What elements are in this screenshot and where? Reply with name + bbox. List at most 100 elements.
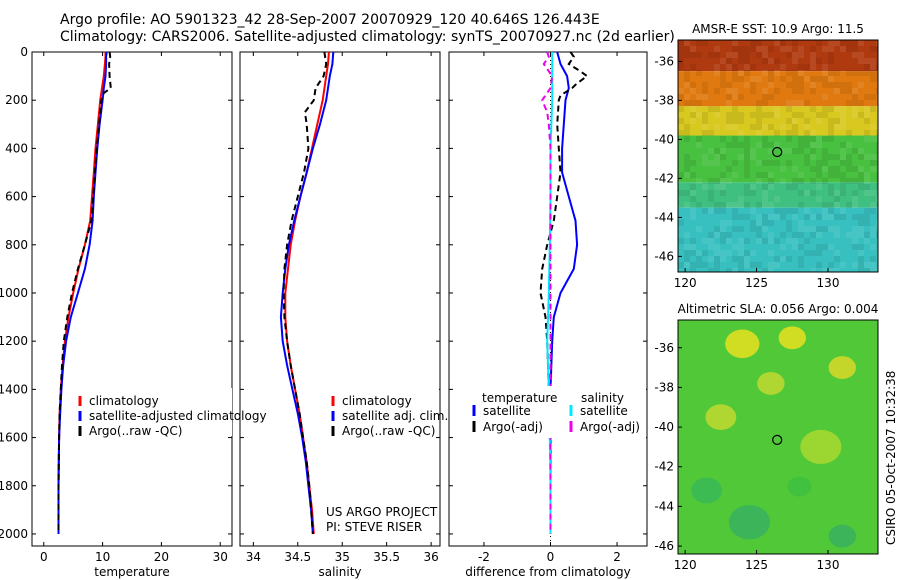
map-texture-cell	[732, 214, 738, 220]
map-texture-cell	[756, 40, 762, 46]
map-texture-cell	[846, 46, 852, 52]
map-texture-cell	[744, 70, 750, 76]
map-texture-cell	[762, 184, 768, 190]
map-texture-cell	[852, 112, 858, 118]
map-texture-cell	[810, 142, 816, 148]
map-texture-cell	[720, 70, 726, 76]
x-tick-label: 125	[745, 276, 768, 290]
map-texture-cell	[756, 220, 762, 226]
map-texture-cell	[744, 142, 750, 148]
map-texture-cell	[720, 148, 726, 154]
map-texture-cell	[834, 268, 840, 272]
x-axis-label: salinity	[318, 565, 361, 579]
x-tick-label: 120	[674, 276, 697, 290]
map-texture-cell	[864, 178, 870, 184]
map-texture-cell	[732, 136, 738, 142]
map-texture-cell	[768, 172, 774, 178]
legend-label: Argo(-adj)	[483, 420, 543, 434]
map-texture-cell	[840, 178, 846, 184]
map-texture-cell	[870, 154, 876, 160]
map-texture-cell	[786, 148, 792, 154]
map-texture-cell	[840, 184, 846, 190]
map-texture-cell	[816, 166, 822, 172]
map-texture-cell	[786, 46, 792, 52]
map-texture-cell	[678, 40, 684, 46]
x-tick-label: 130	[817, 558, 840, 572]
map-texture-cell	[756, 232, 762, 238]
map-texture-cell	[750, 64, 756, 70]
map-texture-cell	[822, 94, 828, 100]
map-texture-cell	[708, 238, 714, 244]
map-texture-cell	[876, 148, 878, 154]
map-texture-cell	[750, 262, 756, 268]
map-texture-cell	[834, 118, 840, 124]
map-texture-cell	[738, 196, 744, 202]
map-texture-cell	[864, 58, 870, 64]
map-texture-cell	[858, 250, 864, 256]
map-texture-cell	[876, 178, 878, 184]
map-texture-cell	[708, 208, 714, 214]
map-texture-cell	[822, 226, 828, 232]
map-texture-cell	[684, 76, 690, 82]
map-texture-cell	[858, 166, 864, 172]
sla-anomaly-blob	[787, 476, 812, 497]
map-texture-cell	[744, 148, 750, 154]
map-texture-cell	[714, 232, 720, 238]
map-texture-cell	[768, 76, 774, 82]
map-texture-cell	[858, 232, 864, 238]
map-texture-cell	[798, 46, 804, 52]
map-texture-cell	[756, 202, 762, 208]
map-texture-cell	[762, 190, 768, 196]
map-texture-cell	[840, 208, 846, 214]
map-texture-cell	[870, 46, 876, 52]
map-texture-cell	[864, 118, 870, 124]
map-texture-cell	[852, 178, 858, 184]
map-texture-cell	[708, 244, 714, 250]
map-texture-cell	[744, 184, 750, 190]
map-texture-cell	[780, 256, 786, 262]
map-texture-cell	[696, 256, 702, 262]
map-texture-cell	[804, 226, 810, 232]
map-texture-cell	[756, 124, 762, 130]
y-tick-label: -46	[654, 249, 674, 263]
map-texture-cell	[858, 262, 864, 268]
map-texture-cell	[732, 244, 738, 250]
map-texture-cell	[810, 58, 816, 64]
map-texture-cell	[678, 64, 684, 70]
map-texture-cell	[726, 52, 732, 58]
map-texture-cell	[708, 148, 714, 154]
map-texture-cell	[870, 106, 876, 112]
map-texture-cell	[738, 244, 744, 250]
map-texture-cell	[720, 190, 726, 196]
map-texture-cell	[750, 112, 756, 118]
plot-frame-salinity	[239, 51, 441, 547]
sst-band	[678, 135, 878, 183]
map-texture-cell	[690, 82, 696, 88]
map-texture-cell	[840, 160, 846, 166]
map-texture-cell	[876, 160, 878, 166]
map-texture-cell	[792, 88, 798, 94]
y-tick-label: -46	[654, 539, 674, 553]
map-texture-cell	[846, 142, 852, 148]
map-texture-cell	[840, 112, 846, 118]
x-axis-label: difference from climatology	[465, 565, 631, 579]
map-texture-cell	[846, 160, 852, 166]
map-texture-cell	[786, 220, 792, 226]
map-texture-cell	[798, 70, 804, 76]
map-texture-cell	[858, 268, 864, 272]
map-texture-cell	[732, 142, 738, 148]
series-line	[57, 51, 108, 534]
map-texture-cell	[774, 112, 780, 118]
sst-band	[678, 182, 878, 208]
map-texture-cell	[774, 196, 780, 202]
map-texture-cell	[858, 154, 864, 160]
map-texture-cell	[726, 64, 732, 70]
map-texture-cell	[702, 154, 708, 160]
map-texture-cell	[798, 178, 804, 184]
map-texture-cell	[690, 112, 696, 118]
map-texture-cell	[744, 262, 750, 268]
map-texture-cell	[828, 208, 834, 214]
map-texture-cell	[750, 220, 756, 226]
map-texture-cell	[714, 244, 720, 250]
series-line	[57, 51, 112, 534]
